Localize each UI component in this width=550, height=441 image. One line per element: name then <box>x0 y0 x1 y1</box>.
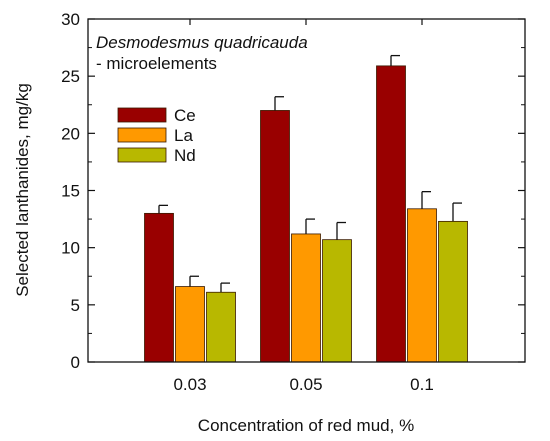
x-tick-label: 0.05 <box>289 375 322 394</box>
x-tick-label: 0.03 <box>173 375 206 394</box>
legend-label-nd: Nd <box>174 146 196 165</box>
x-axis-label: Concentration of red mud, % <box>198 416 414 435</box>
bar-ce-0.05 <box>260 110 290 363</box>
bar-nd-0.1 <box>438 220 468 363</box>
x-tick-label: 0.1 <box>410 375 434 394</box>
legend-swatch-la <box>117 127 167 143</box>
bar-nd-0.03 <box>206 291 236 363</box>
y-axis-label: Selected lanthanides, mg/kg <box>13 83 32 297</box>
y-tick-label: 25 <box>61 67 80 86</box>
y-tick-label: 5 <box>71 296 80 315</box>
bar-ce-0.03 <box>144 212 174 363</box>
y-tick-labels: 0 5 10 15 20 25 30 <box>61 10 80 372</box>
legend-label-ce: Ce <box>174 106 196 125</box>
y-tick-label: 10 <box>61 239 80 258</box>
y-tick-label: 30 <box>61 10 80 29</box>
annotation-species: Desmodesmus quadricauda <box>96 33 308 52</box>
legend-label-la: La <box>174 126 193 145</box>
bars <box>144 65 468 363</box>
bar-la-0.03 <box>175 286 205 363</box>
bar-la-0.1 <box>407 208 437 363</box>
bar-ce-0.1 <box>376 65 406 363</box>
y-tick-label: 15 <box>61 182 80 201</box>
error-bars <box>158 54 462 293</box>
legend-swatch-nd <box>117 147 167 163</box>
bar-la-0.05 <box>291 233 321 363</box>
annotation-subtitle: - microelements <box>96 54 217 73</box>
y-tick-label: 0 <box>71 353 80 372</box>
plot-frame <box>87 18 526 363</box>
x-tick-labels: 0.03 0.05 0.1 <box>173 375 433 394</box>
y-tick-label: 20 <box>61 124 80 143</box>
bar-nd-0.05 <box>322 239 352 363</box>
legend-swatch-ce <box>117 107 167 123</box>
